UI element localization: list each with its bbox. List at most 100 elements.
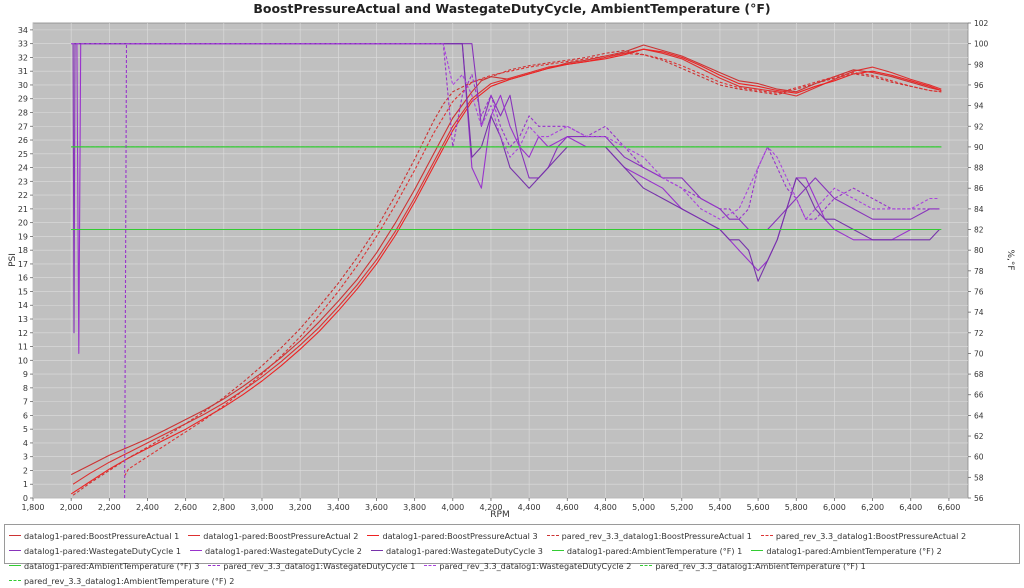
y-tick-label: 17 bbox=[18, 260, 28, 269]
series-line-datalog1-pared-boostpressureactual-2 bbox=[72, 48, 942, 485]
plot-area bbox=[32, 22, 969, 499]
y-tick-label: 31 bbox=[18, 67, 28, 76]
legend-swatch bbox=[188, 535, 201, 536]
y2-tick-label: 68 bbox=[974, 370, 984, 379]
y-tick-label: 21 bbox=[18, 205, 28, 214]
legend-item: datalog1-pared:BoostPressureActual 3 bbox=[367, 528, 538, 543]
y2-tick-label: 56 bbox=[974, 494, 984, 503]
legend-item: datalog1-pared:BoostPressureActual 2 bbox=[188, 528, 358, 543]
legend-label: datalog1-pared:WastegateDutyCycle 1 bbox=[24, 545, 181, 556]
legend-label: datalog1-pared:BoostPressureActual 3 bbox=[382, 530, 538, 541]
y-tick-label: 18 bbox=[18, 246, 28, 255]
y-tick-label: 34 bbox=[18, 26, 28, 35]
x-tick-label: 6,400 bbox=[899, 503, 922, 512]
legend-swatch bbox=[370, 550, 383, 551]
y-tick-label: 24 bbox=[18, 164, 28, 173]
legend: datalog1-pared:BoostPressureActual 1 data… bbox=[4, 524, 1020, 586]
y2-tick-label: 74 bbox=[974, 308, 984, 317]
y-tick-label: 1 bbox=[23, 480, 28, 489]
x-tick-label: 5,200 bbox=[670, 503, 693, 512]
x-tick-label: 5,000 bbox=[632, 503, 655, 512]
series-line-pared-rev-3-3-datalog1-wastegatedutycycle-2 bbox=[71, 43, 940, 220]
x-tick-label: 5,400 bbox=[708, 503, 731, 512]
legend-swatch bbox=[367, 535, 380, 536]
x-tick-label: 4,600 bbox=[556, 503, 579, 512]
legend-swatch bbox=[9, 550, 21, 551]
y2-tick-label: 76 bbox=[974, 287, 984, 296]
x-tick-label: 3,600 bbox=[365, 503, 388, 512]
y-tick-label: 19 bbox=[18, 232, 28, 241]
y-tick-label: 28 bbox=[18, 108, 28, 117]
legend-swatch bbox=[9, 535, 21, 536]
x-tick-label: 3,000 bbox=[251, 503, 274, 512]
x-tick-label: 6,000 bbox=[823, 503, 846, 512]
y-tick-label: 11 bbox=[18, 343, 28, 352]
y2-tick-label: 58 bbox=[974, 473, 984, 482]
y2-tick-label: 98 bbox=[974, 60, 984, 69]
y-tick-label: 27 bbox=[18, 122, 28, 131]
x-tick-label: 2,400 bbox=[136, 503, 159, 512]
legend-label: datalog1-pared:BoostPressureActual 2 bbox=[203, 530, 359, 541]
y-tick-label: 15 bbox=[18, 287, 28, 296]
y-tick-label: 30 bbox=[18, 81, 28, 90]
series-line-datalog1-pared-boostpressureactual-3 bbox=[70, 48, 942, 495]
y2-tick-label: 82 bbox=[974, 226, 984, 235]
legend-swatch bbox=[760, 535, 773, 536]
x-tick-label: 3,800 bbox=[403, 503, 426, 512]
x-axis-label: RPM bbox=[490, 510, 509, 520]
y2-tick-label: 86 bbox=[974, 184, 984, 193]
chart-container: BoostPressureActual and WastegateDutyCyc… bbox=[8, 1, 1015, 520]
x-tick-label: 2,600 bbox=[174, 503, 197, 512]
y-tick-label: 3 bbox=[23, 453, 28, 462]
legend-label: pared_rev_3.3_datalog1:BoostPressureActu… bbox=[775, 530, 967, 541]
y2-tick-label: 60 bbox=[974, 453, 984, 462]
chart-title: BoostPressureActual and WastegateDutyCyc… bbox=[253, 1, 770, 16]
x-tick-label: 4,800 bbox=[594, 503, 617, 512]
legend-label: datalog1-pared:WastegateDutyCycle 3 bbox=[385, 545, 543, 556]
y2-tick-label: 78 bbox=[974, 267, 984, 276]
y2-tick-label: 94 bbox=[974, 102, 984, 111]
y2-tick-label: 92 bbox=[974, 122, 984, 131]
y-tick-label: 7 bbox=[23, 398, 28, 407]
y2-tick-label: 88 bbox=[974, 164, 984, 173]
y-tick-label: 9 bbox=[23, 370, 28, 379]
y2-tick-label: 70 bbox=[974, 349, 984, 358]
x-tick-label: 5,600 bbox=[747, 503, 770, 512]
legend-swatch bbox=[751, 550, 764, 551]
y2-tick-label: 80 bbox=[974, 246, 984, 255]
legend-label: pared_rev_3.3_datalog1:AmbientTemperatur… bbox=[24, 575, 235, 586]
y-tick-label: 22 bbox=[18, 191, 28, 200]
y-tick-label: 14 bbox=[18, 301, 28, 310]
x-tick-label: 6,200 bbox=[861, 503, 884, 512]
y2-tick-label: 72 bbox=[974, 329, 984, 338]
y-tick-label: 2 bbox=[23, 466, 28, 475]
legend-item: pared_rev_3.3_datalog1:BoostPressureActu… bbox=[760, 528, 967, 543]
legend-swatch bbox=[9, 580, 21, 581]
y-tick-label: 6 bbox=[23, 411, 28, 420]
y-tick-label: 5 bbox=[23, 425, 28, 434]
y-tick-label: 10 bbox=[18, 356, 28, 365]
legend-swatch bbox=[551, 550, 564, 551]
y-tick-label: 8 bbox=[23, 384, 28, 393]
legend-item: pared_rev_3.3_datalog1:AmbientTemperatur… bbox=[9, 573, 234, 588]
x-tick-label: 2,000 bbox=[60, 503, 83, 512]
legend-item: pared_rev_3.3_datalog1:BoostPressureActu… bbox=[546, 528, 752, 543]
legend-label: datalog1-pared:WastegateDutyCycle 2 bbox=[204, 545, 362, 556]
x-tick-label: 4,000 bbox=[441, 503, 464, 512]
x-tick-label: 2,800 bbox=[212, 503, 235, 512]
x-tick-label: 5,800 bbox=[785, 503, 808, 512]
series-line-pared-rev-3-3-datalog1-boostpressureactual-1 bbox=[72, 49, 942, 496]
y-tick-label: 20 bbox=[18, 219, 28, 228]
series-layer bbox=[70, 43, 942, 499]
axes: 1,800 2,000 2,200 2,400 2,600 2,800 3,000 3,200… bbox=[18, 19, 989, 512]
y-tick-label: 26 bbox=[18, 136, 28, 145]
y-tick-label: 16 bbox=[18, 274, 28, 283]
legend-label: datalog1-pared:BoostPressureActual 1 bbox=[24, 530, 180, 541]
y2-tick-label: 96 bbox=[974, 81, 984, 90]
series-line-pared-rev-3-3-datalog1-boostpressureactual-2 bbox=[124, 52, 942, 477]
y2-tick-label: 84 bbox=[974, 205, 984, 214]
y2-tick-label: 66 bbox=[974, 391, 984, 400]
y-tick-label: 4 bbox=[23, 439, 28, 448]
y-tick-label: 29 bbox=[18, 95, 28, 104]
x-tick-label: 3,400 bbox=[327, 503, 350, 512]
